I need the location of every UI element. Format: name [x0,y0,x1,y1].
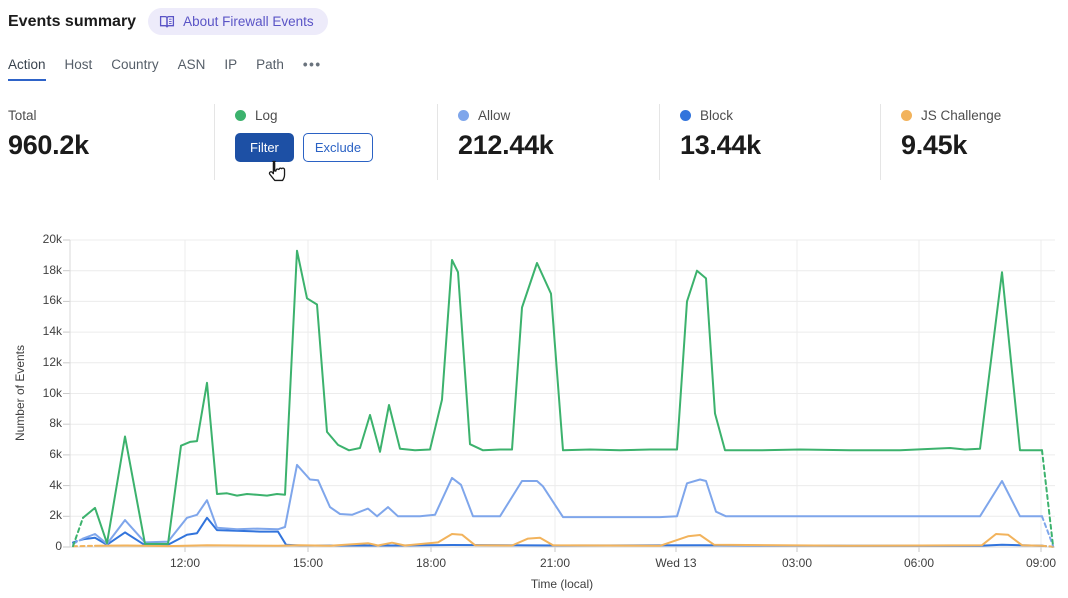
y-tick-label: 8k [49,416,62,431]
x-tick-label: 03:00 [781,556,813,570]
y-tick-label: 20k [42,232,62,246]
about-link-label: About Firewall Events [183,14,314,29]
series-line-js-challenge [94,533,1043,548]
tab-host[interactable]: Host [64,57,93,72]
stat-block[interactable]: Block 13.44k [680,108,761,161]
js-challenge-label: JS Challenge [921,108,1002,123]
stat-divider [437,104,438,180]
block-value: 13.44k [680,130,761,160]
block-label: Block [700,108,734,123]
x-tick-label: 18:00 [415,556,447,570]
y-tick-label: 2k [49,508,62,523]
allow-legend-dot [458,110,469,121]
stat-js-challenge[interactable]: JS Challenge 9.45k [901,108,1001,161]
events-time-series-chart [63,239,1055,552]
exclude-button[interactable]: Exclude [302,133,374,162]
tab-country[interactable]: Country [111,57,159,72]
x-tick-label: Wed 13 [655,556,697,570]
series-line-log [82,249,1043,545]
total-value: 960.2k [8,130,89,160]
stat-allow[interactable]: Allow 212.44k [458,108,554,161]
x-tick-label: 09:00 [1025,556,1057,570]
series-line-log [72,516,84,548]
x-tick-label: 21:00 [539,556,571,570]
y-tick-label: 12k [42,354,62,369]
tab-asn[interactable]: ASN [177,57,206,72]
y-tick-label: 10k [42,385,62,400]
series-line-allow [1041,515,1054,547]
y-tick-label: 14k [42,324,62,339]
series-line-allow [82,463,1043,545]
allow-label: Allow [478,108,511,123]
stat-total: Total 960.2k [8,108,89,161]
x-tick-label: 06:00 [903,556,935,570]
y-tick-label: 6k [49,446,62,461]
filter-button[interactable]: Filter [235,133,294,162]
tab-action[interactable]: Action [8,57,46,81]
stat-log[interactable]: Log Filter Exclude [235,108,374,162]
x-axis-title: Time (local) [530,577,594,591]
x-tick-label: 12:00 [169,556,201,570]
log-legend-dot [235,110,246,121]
series-line-block [82,516,1043,547]
series-line-log [1041,449,1054,547]
series-line-js-challenge [1041,544,1054,548]
log-label: Log [255,108,278,123]
stat-divider [659,104,660,180]
y-tick-label: 18k [42,262,62,277]
tab-bar: Action Host Country ASN IP Path ••• [8,57,322,81]
tab-path[interactable]: Path [256,57,284,72]
y-tick-label: 4k [49,477,62,492]
about-firewall-events-link[interactable]: About Firewall Events [148,8,328,35]
y-tick-label: 16k [42,293,62,308]
stat-divider [214,104,215,180]
block-legend-dot [680,110,691,121]
page-title: Events summary [8,12,137,30]
open-book-icon [159,14,175,30]
x-tick-label: 15:00 [292,556,324,570]
cursor-pointer-icon [268,160,286,182]
allow-value: 212.44k [458,130,554,160]
y-tick-label: 0 [55,539,62,553]
tabs-more-button[interactable]: ••• [302,57,322,72]
tab-ip[interactable]: IP [224,57,238,72]
js-challenge-value: 9.45k [901,130,968,160]
js-challenge-legend-dot [901,110,912,121]
header: Events summary About Firewall Events [8,8,328,35]
total-label: Total [8,108,37,123]
stat-divider [880,104,881,180]
